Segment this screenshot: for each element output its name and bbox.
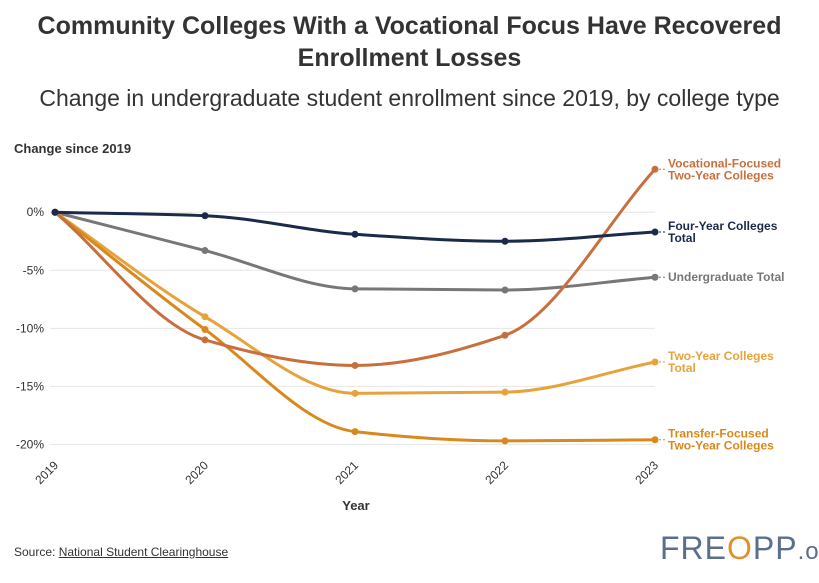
x-tick-label: 2019 (32, 458, 61, 487)
source-link[interactable]: National Student Clearinghouse (58, 545, 229, 559)
data-point (351, 230, 359, 238)
data-point (351, 361, 359, 369)
y-axis-label: Change since 2019 (14, 141, 131, 156)
source-prefix: Source: (14, 545, 59, 559)
logo-part-3: PP (752, 530, 798, 566)
y-tick-label: -15% (16, 379, 44, 393)
data-point (651, 228, 659, 236)
logo-part-4: .org (797, 538, 819, 565)
series-end-label: Two-Year Colleges Total (668, 349, 774, 375)
data-point (201, 336, 209, 344)
x-tick-label: 2023 (632, 458, 661, 487)
data-point (651, 436, 659, 444)
series-line (54, 211, 656, 443)
data-point (651, 165, 659, 173)
data-point (201, 212, 209, 220)
source-note: Source: National Student Clearinghouse (14, 545, 228, 559)
y-tick-label: 0% (27, 205, 45, 219)
data-point (351, 428, 359, 436)
data-point (351, 389, 359, 397)
y-tick-label: -5% (23, 263, 45, 277)
series-end-label: Four-Year Colleges Total (668, 219, 778, 245)
data-point (201, 325, 209, 333)
y-tick-label: -20% (16, 437, 44, 451)
y-tick-label: -10% (16, 321, 44, 335)
data-point (651, 273, 659, 281)
data-point (201, 247, 209, 255)
series-end-label: Vocational-Focused Two-Year Colleges (668, 156, 781, 182)
data-point (651, 358, 659, 366)
logo-part-1: FRE (660, 530, 727, 566)
logo-part-2: O (727, 530, 753, 566)
data-point (501, 437, 509, 445)
chart-title: Community Colleges With a Vocational Foc… (0, 10, 819, 74)
data-point (501, 388, 509, 396)
x-tick-label: 2020 (182, 458, 211, 487)
data-point (51, 208, 59, 216)
chart-subtitle: Change in undergraduate student enrollme… (39, 85, 780, 111)
x-tick-label: 2022 (482, 458, 511, 487)
data-point (501, 331, 509, 339)
x-axis-label: Year (342, 498, 369, 513)
series-end-label: Undergraduate Total (668, 270, 784, 284)
series-line (54, 168, 657, 367)
series-end-label: Transfer-Focused Two-Year Colleges (668, 427, 774, 453)
data-point (501, 237, 509, 245)
data-point (351, 285, 359, 293)
chart-title-text: Community Colleges With a Vocational Foc… (37, 12, 782, 72)
x-tick-label: 2021 (332, 458, 361, 487)
data-point (501, 286, 509, 294)
freeopp-logo: FREOPP.org (660, 530, 819, 567)
data-point (201, 313, 209, 321)
